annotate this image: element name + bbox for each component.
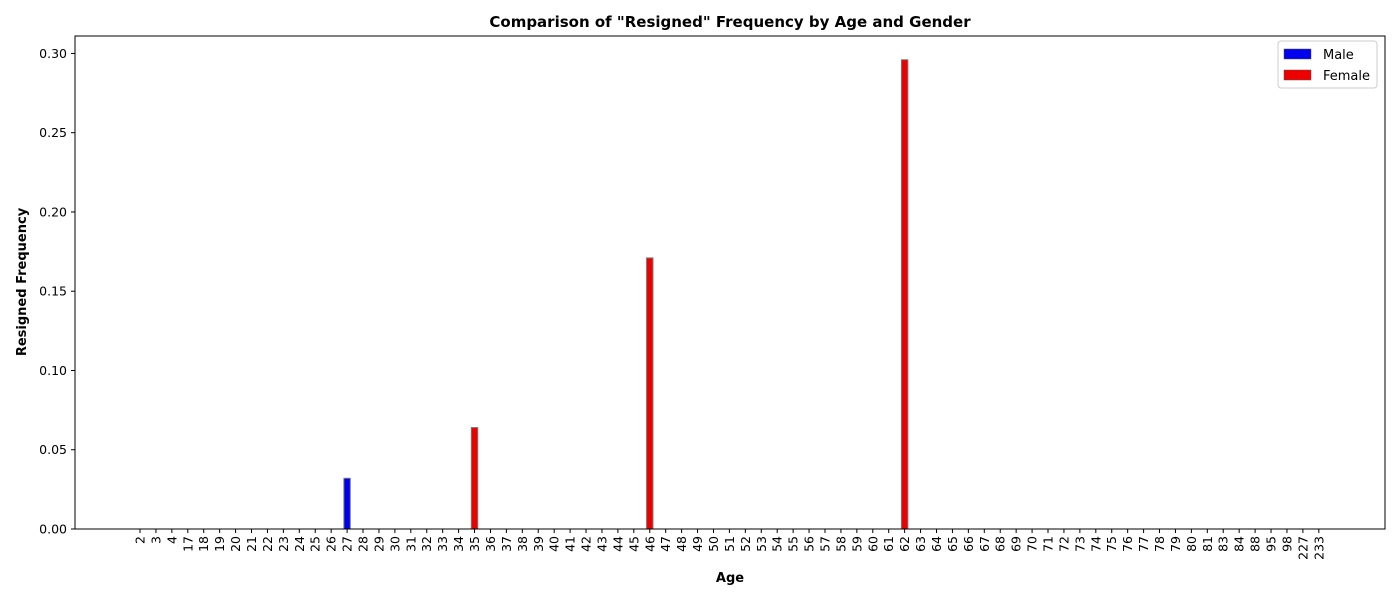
- x-tick-label: 27: [340, 536, 355, 552]
- bar-male-27: [343, 477, 351, 530]
- x-tick-label: 19: [212, 536, 227, 552]
- bar-female-62: [900, 59, 909, 530]
- y-axis-label: Resigned Frequency: [15, 207, 30, 356]
- x-tick-label: 4: [164, 536, 179, 544]
- x-tick-label: 50: [706, 536, 721, 552]
- y-tick-label: 0.25: [39, 125, 67, 140]
- y-tick-label: 0.30: [39, 46, 67, 61]
- x-tick-label: 53: [754, 536, 769, 552]
- legend: Male Female: [1277, 40, 1378, 89]
- bar-female-35: [470, 427, 479, 530]
- x-tick-label: 55: [786, 536, 801, 552]
- x-tick-label: 81: [1200, 536, 1215, 552]
- x-tick-label: 64: [929, 536, 944, 552]
- x-tick-label: 48: [674, 536, 689, 552]
- x-tick-label: 22: [260, 536, 275, 552]
- x-tick-label: 3: [148, 536, 163, 544]
- x-tick-label: 18: [196, 536, 211, 552]
- x-tick-label: 61: [881, 536, 896, 552]
- y-tick-label: 0.00: [39, 522, 67, 537]
- axes-frame: [74, 35, 1386, 530]
- x-tick-label: 51: [722, 536, 737, 552]
- x-tick-label: 77: [1136, 536, 1151, 552]
- legend-label-female: Female: [1323, 69, 1370, 84]
- x-tick-label: 23: [276, 536, 291, 552]
- x-tick-label: 54: [770, 536, 785, 552]
- x-tick-label: 95: [1264, 536, 1279, 552]
- x-tick-label: 39: [531, 536, 546, 552]
- x-tick-label: 88: [1248, 536, 1263, 552]
- x-tick-label: 49: [690, 536, 705, 552]
- x-tick-label: 69: [1009, 536, 1024, 552]
- x-tick-label: 25: [308, 536, 323, 552]
- x-tick-label: 79: [1168, 536, 1183, 552]
- x-tick-label: 36: [483, 536, 498, 552]
- legend-swatch-male: [1283, 48, 1312, 60]
- x-tick-label: 71: [1041, 536, 1056, 552]
- x-tick-label: 57: [817, 536, 832, 552]
- x-tick-label: 59: [849, 536, 864, 552]
- x-tick-label: 67: [977, 536, 992, 552]
- x-tick-label: 24: [292, 536, 307, 552]
- x-tick-label: 58: [833, 536, 848, 552]
- x-tick-label: 62: [897, 536, 912, 552]
- x-tick-label: 98: [1279, 536, 1294, 552]
- x-tick-label: 30: [387, 536, 402, 552]
- legend-swatch-female: [1283, 69, 1312, 81]
- x-tick-label: 72: [1056, 536, 1071, 552]
- y-tick-label: 0.20: [39, 204, 67, 219]
- x-tick-label: 66: [961, 536, 976, 552]
- x-tick-label: 34: [451, 536, 466, 552]
- x-tick-label: 227: [1295, 536, 1310, 560]
- y-tick-label: 0.15: [39, 284, 67, 299]
- x-tick-label: 32: [419, 536, 434, 552]
- legend-label-male: Male: [1323, 48, 1354, 63]
- x-tick-label: 63: [913, 536, 928, 552]
- x-tick-label: 40: [547, 536, 562, 552]
- x-tick-label: 83: [1216, 536, 1231, 552]
- x-tick-label: 60: [865, 536, 880, 552]
- x-tick-label: 37: [499, 536, 514, 552]
- x-tick-label: 31: [403, 536, 418, 552]
- x-tick-label: 76: [1120, 536, 1135, 552]
- y-tick-label: 0.10: [39, 363, 67, 378]
- x-tick-label: 56: [802, 536, 817, 552]
- bar-female-46: [646, 257, 654, 530]
- x-tick-label: 21: [244, 536, 259, 552]
- x-axis-label: Age: [716, 571, 744, 586]
- x-tick-label: 45: [626, 536, 641, 552]
- x-tick-label: 75: [1104, 536, 1119, 552]
- x-tick-label: 42: [579, 536, 594, 552]
- chart-title: Comparison of "Resigned" Frequency by Ag…: [489, 13, 971, 31]
- x-tick-label: 84: [1232, 536, 1247, 552]
- x-tick-label: 47: [658, 536, 673, 552]
- x-tick-label: 74: [1088, 536, 1103, 552]
- x-tick-label: 20: [228, 536, 243, 552]
- x-tick-label: 41: [563, 536, 578, 552]
- y-tick-label: 0.05: [39, 442, 67, 457]
- x-tick-label: 26: [324, 536, 339, 552]
- x-tick-label: 17: [180, 536, 195, 552]
- x-tick-label: 35: [467, 536, 482, 552]
- x-tick-label: 73: [1072, 536, 1087, 552]
- x-tick-label: 28: [356, 536, 371, 552]
- x-tick-label: 29: [371, 536, 386, 552]
- x-tick-label: 33: [435, 536, 450, 552]
- x-tick-label: 68: [993, 536, 1008, 552]
- x-tick-label: 46: [642, 536, 657, 552]
- x-tick-label: 65: [945, 536, 960, 552]
- x-tick-label: 80: [1184, 536, 1199, 552]
- x-tick-label: 2: [133, 536, 148, 544]
- x-tick-label: 43: [594, 536, 609, 552]
- x-tick-label: 70: [1025, 536, 1040, 552]
- x-tick-label: 38: [515, 536, 530, 552]
- x-tick-label: 233: [1311, 536, 1326, 560]
- x-tick-label: 44: [610, 536, 625, 552]
- x-tick-label: 52: [738, 536, 753, 552]
- plot-area: 0.000.050.100.150.200.250.302 3 4 17 18 19 20 2…: [39, 35, 1386, 560]
- x-tick-label: 78: [1152, 536, 1167, 552]
